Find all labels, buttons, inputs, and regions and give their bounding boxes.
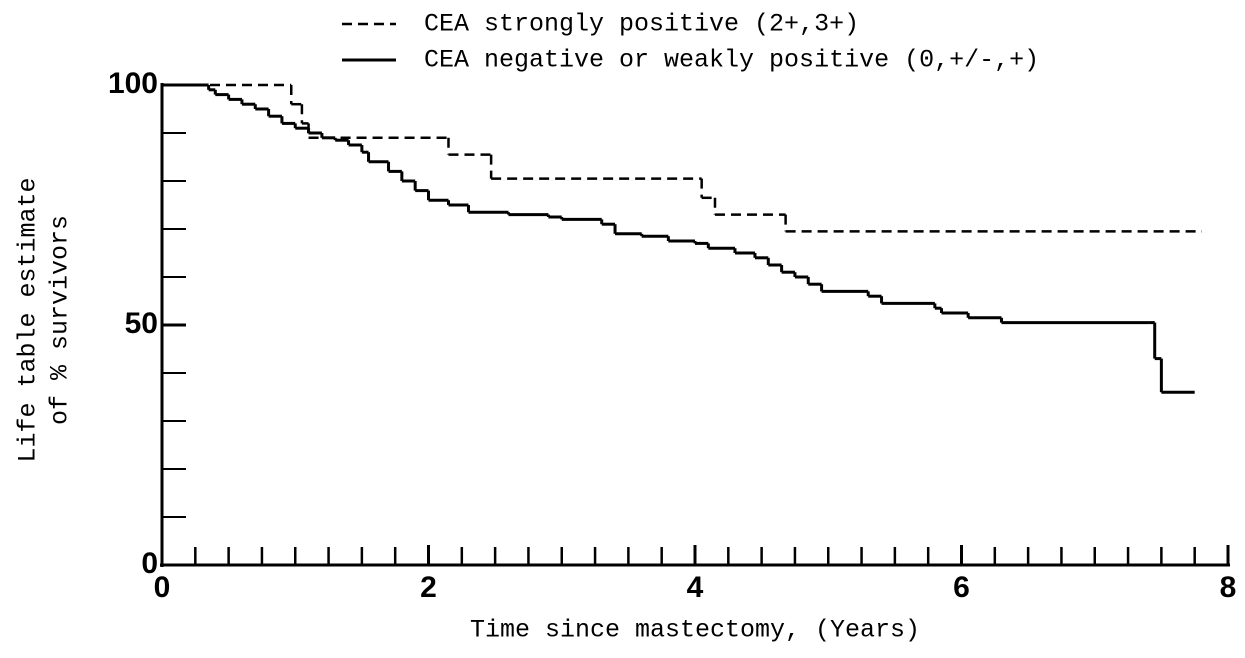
y-axis-label: of % survivors <box>46 215 75 425</box>
x-tick-label: 8 <box>1220 571 1237 604</box>
y-axis-label: Life table estimate <box>14 177 43 462</box>
x-tick-label: 6 <box>953 571 970 604</box>
legend-label: CEA negative or weakly positive (0,+/-,+… <box>424 46 1039 75</box>
y-tick-label: 0 <box>141 547 158 580</box>
x-tick-label: 2 <box>420 571 437 604</box>
x-axis-label: Time since mastectomy, (Years) <box>470 616 920 645</box>
y-tick-label: 50 <box>125 307 158 340</box>
x-tick-label: 0 <box>154 571 171 604</box>
x-tick-label: 4 <box>687 571 704 604</box>
legend-label: CEA strongly positive (2+,3+) <box>424 10 859 39</box>
y-tick-label: 100 <box>108 67 158 100</box>
